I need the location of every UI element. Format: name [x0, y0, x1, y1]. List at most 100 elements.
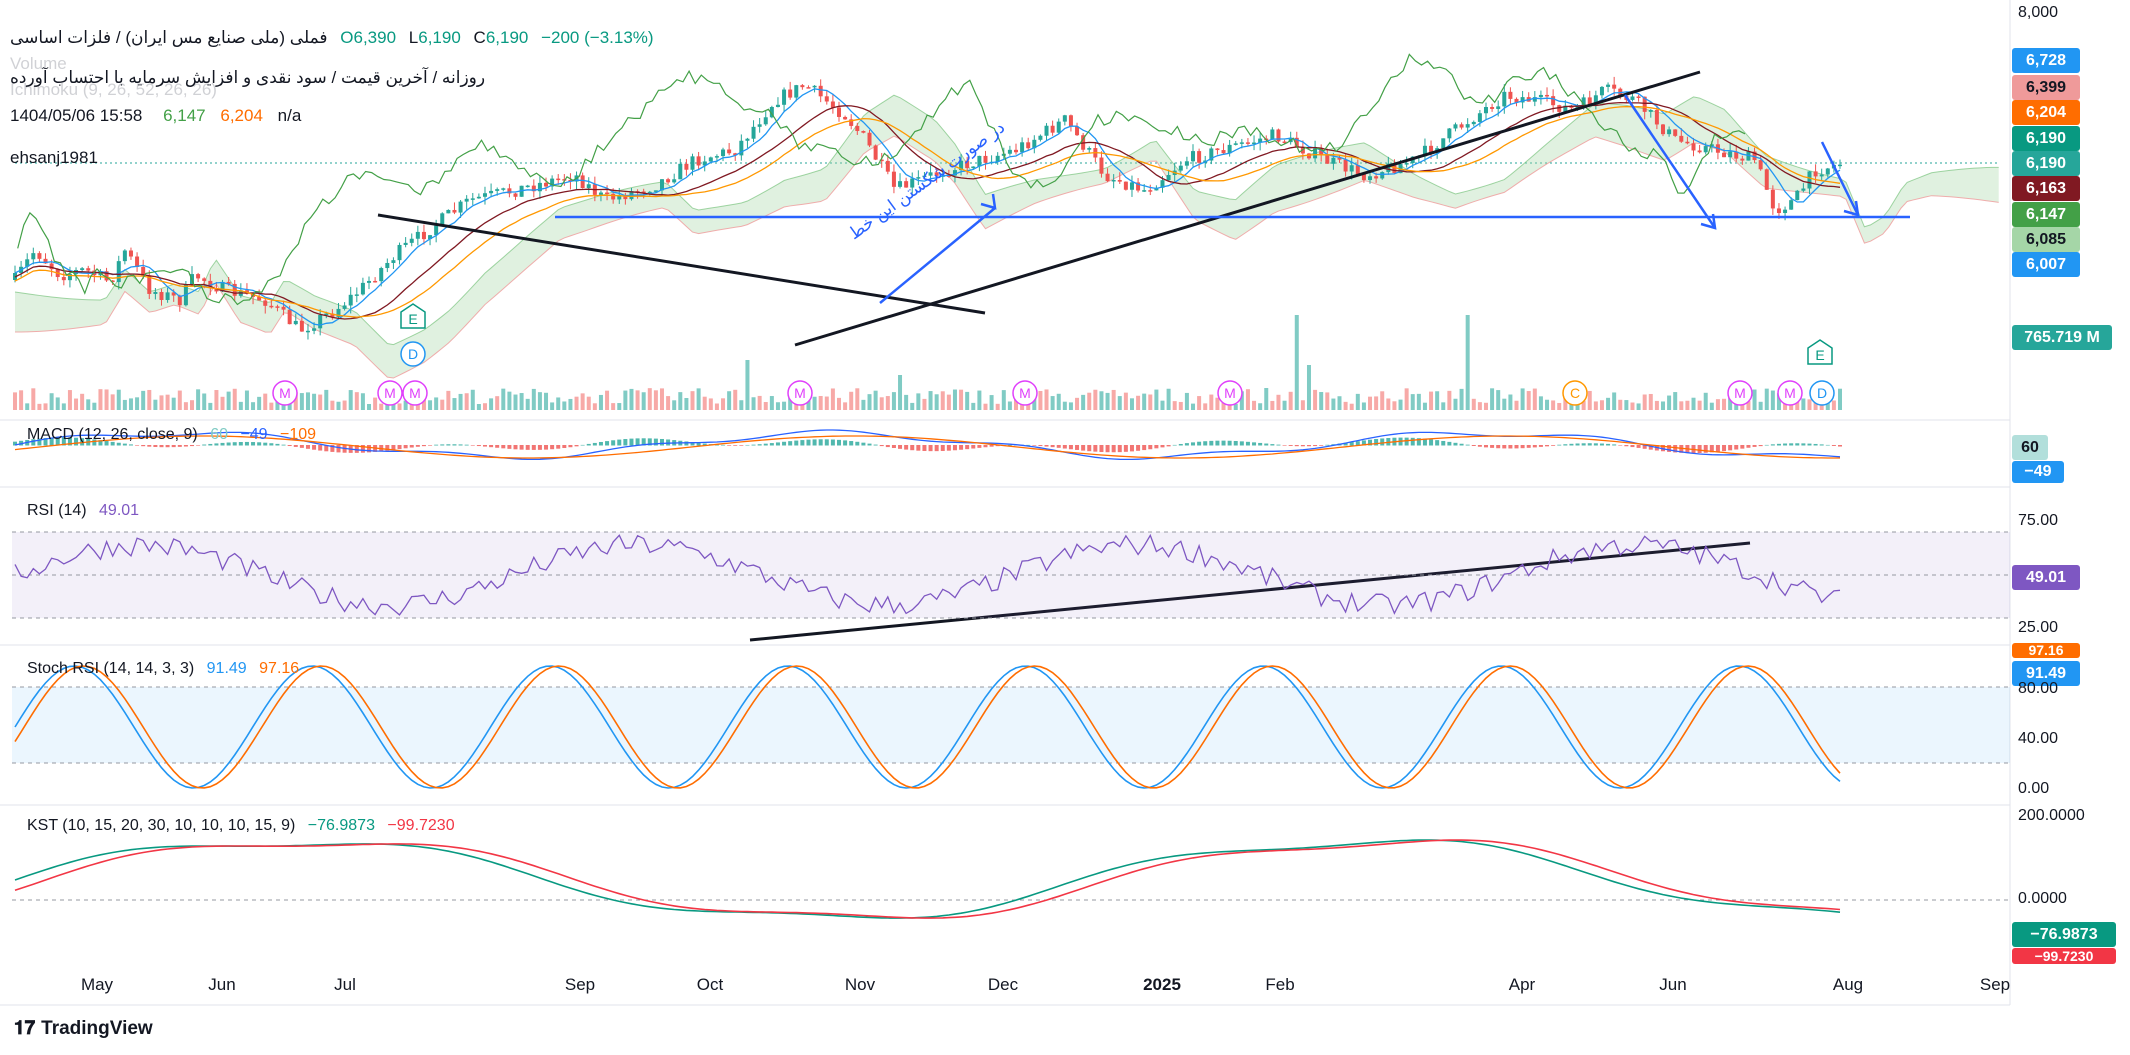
volume-bar	[916, 393, 920, 410]
candle-body	[1179, 166, 1183, 171]
macd-histogram-bar	[1057, 445, 1061, 448]
kst-tag-1: −76.9873	[2012, 922, 2116, 947]
volume-bar	[1063, 402, 1067, 410]
macd-histogram-bar	[947, 445, 951, 451]
volume-bar	[129, 398, 133, 410]
candle-body	[1008, 150, 1012, 154]
volume-bar	[1551, 400, 1555, 410]
candle-body	[62, 277, 66, 280]
volume-bar	[471, 390, 475, 410]
kst-level-0: 0.0000	[2018, 890, 2067, 908]
candle-body	[1405, 163, 1409, 165]
macd-histogram-bar	[172, 445, 176, 447]
candle-body	[379, 268, 383, 281]
candle-body	[1679, 136, 1683, 142]
volume-bar	[1649, 394, 1653, 410]
candle-body	[1112, 180, 1116, 182]
macd-histogram-bar	[1234, 441, 1238, 446]
candle-body	[776, 105, 780, 107]
price-tag: 6,007	[2012, 252, 2080, 277]
volume-bar	[105, 389, 109, 410]
macd-histogram-bar	[208, 444, 212, 446]
candle-body	[159, 292, 163, 300]
candle-body	[282, 307, 286, 310]
volume-bar	[1417, 394, 1421, 410]
volume-bar	[343, 401, 347, 410]
volume-bar	[550, 402, 554, 410]
volume-bar	[19, 390, 23, 410]
volume-bar	[855, 388, 859, 410]
ichimoku-value-1: 6,147	[163, 106, 206, 125]
dividend-marker-label: D	[1817, 385, 1827, 401]
volume-bar	[1606, 398, 1610, 410]
meeting-marker-label: M	[384, 385, 396, 401]
candle-body	[446, 210, 450, 213]
macd-histogram-bar	[904, 445, 908, 450]
volume-bar	[721, 398, 725, 410]
symbol-title[interactable]: فملی (ملی صنایع مس ایران) / فلزات اساسی	[10, 28, 328, 47]
macd-histogram-bar	[1667, 445, 1671, 452]
tradingview-logo[interactable]: 𝟏𝟕 TradingView	[14, 1018, 153, 1040]
time-axis-label: 2025	[1143, 975, 1181, 995]
candle-body	[721, 150, 725, 157]
macd-histogram-bar	[1576, 443, 1580, 445]
candle-body	[1545, 95, 1549, 97]
volume-bar	[306, 392, 310, 410]
volume-bar	[849, 392, 853, 410]
macd-histogram-bar	[1777, 444, 1781, 446]
volume-bar	[1716, 399, 1720, 410]
macd-histogram-bar	[794, 441, 798, 446]
macd-histogram-bar	[1069, 445, 1073, 449]
candle-body	[581, 175, 585, 188]
candle-body	[361, 283, 365, 295]
volume-bar	[819, 396, 823, 410]
candle-body	[1630, 96, 1634, 99]
macd-histogram-bar	[1795, 443, 1799, 445]
candle-body	[1124, 182, 1128, 190]
candle-body	[1820, 175, 1824, 177]
candle-body	[391, 260, 395, 263]
ichimoku-value-2: 6,204	[220, 106, 263, 125]
macd-histogram-bar	[1814, 444, 1818, 446]
candle-body	[1685, 142, 1689, 144]
candle-body	[977, 156, 981, 167]
volume-bar	[507, 392, 511, 410]
macd-histogram-bar	[898, 445, 902, 449]
macd-histogram-bar	[886, 445, 890, 447]
macd-histogram-bar	[1063, 445, 1067, 449]
volume-bar	[1685, 401, 1689, 410]
volume-bar	[1612, 392, 1616, 410]
candle-body	[709, 157, 713, 161]
volume-bar	[965, 392, 969, 410]
volume-bar	[1484, 403, 1488, 410]
candle-body	[1167, 175, 1171, 180]
candle-body	[752, 127, 756, 139]
candle-body	[306, 331, 310, 333]
volume-bar	[1148, 394, 1152, 410]
macd-histogram-bar	[727, 445, 731, 446]
candle-body	[1539, 95, 1543, 97]
candle-body	[1148, 190, 1152, 192]
candle-body	[1197, 151, 1201, 163]
volume-bar	[1710, 403, 1714, 410]
candle-body	[813, 86, 817, 88]
candle-body	[1704, 146, 1708, 152]
volume-bar	[922, 399, 926, 410]
volume-bar	[208, 403, 212, 410]
macd-histogram-bar	[501, 445, 505, 448]
candle-body	[1222, 150, 1226, 153]
volume-bar	[147, 390, 151, 410]
time-axis-label: Nov	[845, 975, 875, 995]
candle-body	[1038, 136, 1042, 140]
candle-body	[477, 197, 481, 199]
volume-bar	[257, 397, 261, 410]
meeting-marker: M	[1218, 381, 1242, 405]
candle-body	[1795, 191, 1799, 200]
macd-histogram-bar	[1612, 444, 1616, 445]
macd-histogram-bar	[599, 442, 603, 446]
macd-histogram-bar	[1515, 445, 1519, 448]
candle-body	[86, 268, 90, 270]
dividend-marker: D	[401, 342, 425, 366]
